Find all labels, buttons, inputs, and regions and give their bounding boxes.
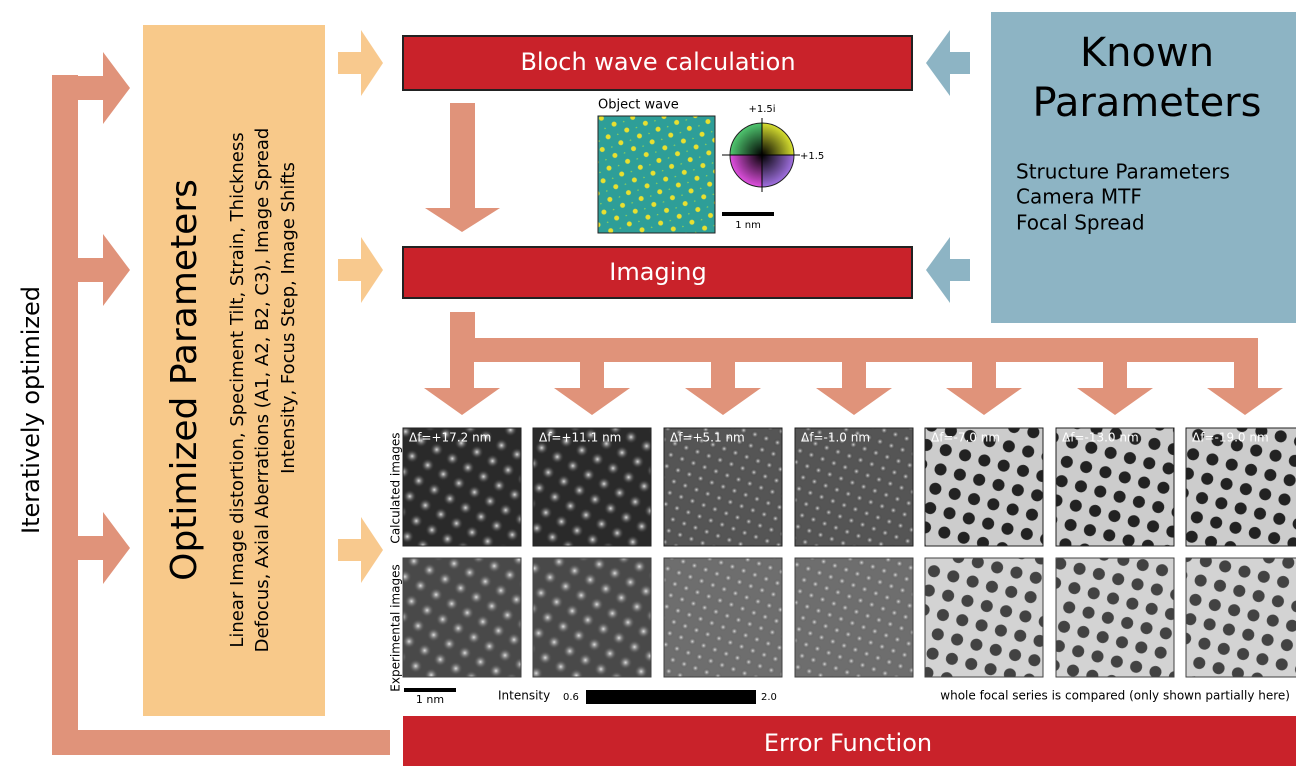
real-label: +1.5: [800, 151, 824, 162]
diagram: Iteratively optimized Optimized Paramete…: [0, 0, 1296, 766]
calculated-image: [1186, 428, 1296, 546]
object-wave-title: Object wave: [598, 98, 679, 113]
optimized-line: Defocus, Axial Aberrations (A1, A2, B2, …: [252, 128, 273, 653]
flow-arrow-head: [554, 388, 630, 415]
flow-arrow-head: [685, 388, 761, 415]
optimized-line: Linear Image distortion, Speciment Tilt,…: [227, 132, 248, 647]
flow-arrow-stem: [842, 360, 866, 390]
flow-arrows: [424, 360, 1283, 415]
defocus-label: Δf=-13.0 nm: [1062, 431, 1139, 445]
imag-label: +1.5i: [748, 104, 775, 115]
calculated-image: [533, 428, 651, 546]
row-label: Calculated images: [389, 432, 403, 543]
imaging-label: Imaging: [609, 258, 707, 286]
flow-arrow-head: [1207, 388, 1283, 415]
known-title: Known: [1080, 30, 1214, 76]
defocus-label: Δf=+11.1 nm: [539, 431, 621, 445]
scale-bar: [722, 212, 774, 216]
flow-arrow-head: [946, 388, 1022, 415]
intensity-max: 2.0: [761, 692, 777, 703]
intensity-bar: [586, 690, 756, 704]
flow-arrow-head: [1077, 388, 1153, 415]
scale-label: 1 nm: [416, 693, 444, 706]
known-item: Structure Parameters: [1016, 160, 1230, 184]
object-wave-image: [598, 116, 715, 233]
feedback-label: Iteratively optimized: [17, 286, 45, 534]
defocus-label: Δf=+17.2 nm: [409, 431, 491, 445]
calculated-image: [795, 428, 913, 546]
intensity-min: 0.6: [563, 692, 579, 703]
flow-arrow-stem: [711, 360, 735, 390]
defocus-label: Δf=-19.0 nm: [1192, 431, 1269, 445]
scale-label: 1 nm: [735, 220, 761, 231]
known-item: Camera MTF: [1016, 185, 1142, 209]
optimized-line: Intensity, Focus Step, Image Shifts: [278, 162, 299, 474]
experimental-image: [1186, 558, 1296, 677]
calculated-image: [664, 428, 782, 546]
experimental-image: [1056, 558, 1174, 677]
intensity-label: Intensity: [498, 689, 550, 703]
flow-arrow-head: [424, 388, 500, 415]
calculated-image: [1056, 428, 1174, 546]
defocus-label: Δf=-1.0 nm: [801, 431, 870, 445]
known-arrows: [926, 30, 970, 303]
flow-arrow-stem: [580, 360, 604, 390]
calculated-image: [403, 428, 521, 546]
experimental-image: [403, 558, 521, 677]
flow-arrow-stem: [972, 360, 996, 390]
experimental-image: [795, 558, 913, 677]
optimized-title: Optimized Parameters: [164, 179, 205, 581]
row-label: Experimental images: [389, 564, 403, 691]
color-wheel: [722, 118, 800, 192]
flow-arrow-head: [816, 388, 892, 415]
experimental-image: [533, 558, 651, 677]
bloch-label: Bloch wave calculation: [520, 48, 795, 76]
flow-arrow-stem: [450, 360, 474, 390]
known-item: Focal Spread: [1016, 211, 1145, 235]
experimental-image: [664, 558, 782, 677]
scale-bar: [404, 688, 456, 692]
known-title: Parameters: [1033, 80, 1262, 126]
defocus-label: Δf=-7.0 nm: [931, 431, 1000, 445]
flow-arrow-stem: [1103, 360, 1127, 390]
input-arrows: [338, 30, 383, 583]
experimental-image: [925, 558, 1043, 677]
series-note: whole focal series is compared (only sho…: [940, 689, 1290, 703]
defocus-label: Δf=+5.1 nm: [670, 431, 745, 445]
error-label: Error Function: [764, 729, 932, 757]
calculated-image: [925, 428, 1043, 546]
